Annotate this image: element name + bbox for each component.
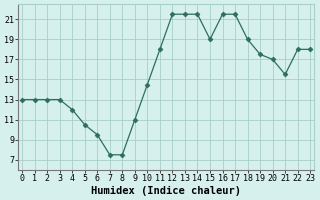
X-axis label: Humidex (Indice chaleur): Humidex (Indice chaleur) xyxy=(91,186,241,196)
